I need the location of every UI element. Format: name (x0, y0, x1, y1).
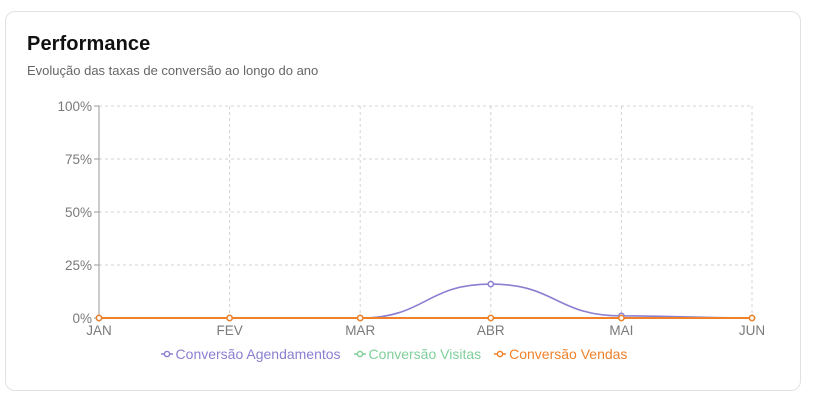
x-tick-label: JAN (86, 323, 112, 338)
legend-label: Conversão Visitas (368, 346, 482, 362)
y-tick-label: 0% (72, 311, 92, 326)
legend-marker-icon (160, 350, 173, 358)
series-point-2 (748, 314, 756, 322)
legend-label: Conversão Agendamentos (175, 346, 341, 362)
x-tick-label: FEV (216, 323, 242, 338)
legend-label: Conversão Vendas (509, 346, 628, 362)
y-tick-label: 25% (65, 258, 92, 273)
series-point-2 (95, 314, 103, 322)
y-tick-label: 75% (65, 152, 92, 167)
card-subtitle: Evolução das taxas de conversão ao longo… (27, 63, 319, 78)
legend-item-2[interactable]: Conversão Vendas (493, 346, 627, 362)
legend-marker-icon (494, 350, 507, 358)
y-tick-label: 100% (57, 99, 92, 114)
series-point-2 (618, 314, 625, 322)
x-tick-label: ABR (477, 323, 505, 338)
performance-card (5, 11, 801, 391)
series-point-2 (226, 314, 233, 322)
legend-item-1[interactable]: Conversão Visitas (353, 346, 482, 362)
x-tick-label: MAR (345, 323, 375, 338)
series-line-0 (99, 283, 753, 319)
legend-marker-icon (353, 350, 366, 358)
x-tick-label: JUN (739, 323, 765, 338)
series-point-0 (487, 280, 495, 288)
series-point-2 (356, 314, 364, 322)
chart-legend: Conversão Agendamentos Conversão Visitas C… (0, 346, 787, 362)
card-title: Performance (27, 33, 151, 55)
y-tick-label: 50% (65, 205, 92, 220)
legend-item-0[interactable]: Conversão Agendamentos (160, 346, 341, 362)
x-tick-label: MAI (609, 323, 633, 338)
series-point-2 (487, 314, 495, 322)
